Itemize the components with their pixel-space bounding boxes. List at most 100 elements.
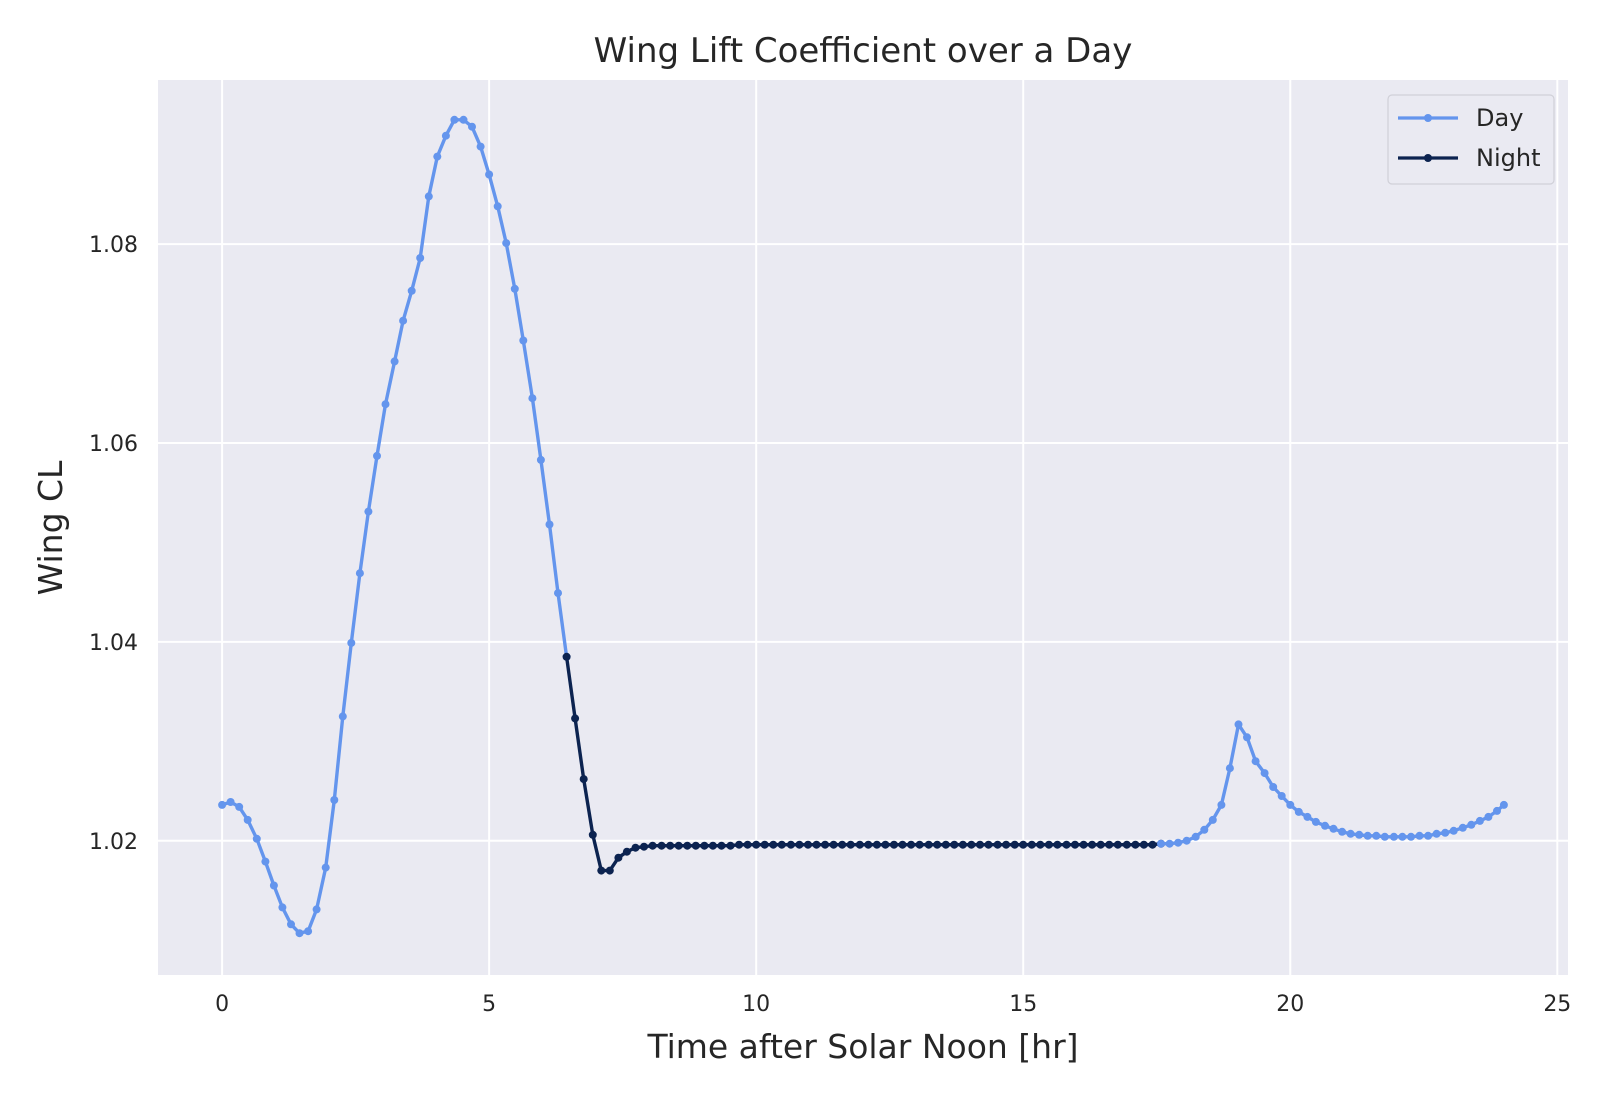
data-point	[872, 840, 881, 849]
data-point	[1174, 838, 1183, 847]
data-point	[1475, 816, 1484, 825]
x-tick-label: 5	[482, 992, 496, 1017]
data-point	[1200, 825, 1209, 834]
data-point	[777, 840, 786, 849]
series-line	[564, 656, 1162, 873]
data-point	[243, 815, 252, 824]
data-point	[381, 400, 390, 409]
data-point	[468, 122, 476, 131]
data-point	[1467, 820, 1476, 829]
data-point	[1355, 830, 1364, 839]
data-point	[881, 840, 890, 849]
data-point	[1182, 836, 1191, 845]
data-point	[674, 841, 683, 850]
data-point	[1113, 840, 1122, 849]
data-point	[355, 569, 364, 578]
data-point	[347, 638, 356, 647]
data-point	[1062, 840, 1071, 849]
data-point	[562, 652, 571, 661]
data-point	[571, 714, 580, 723]
data-point	[890, 840, 898, 849]
data-point	[924, 840, 933, 849]
data-point	[390, 357, 399, 366]
data-point	[666, 841, 675, 850]
data-point	[330, 796, 339, 804]
data-point	[1251, 757, 1260, 766]
data-point	[1122, 840, 1131, 849]
data-point	[1286, 800, 1295, 809]
data-point	[450, 115, 459, 124]
data-point	[1389, 832, 1398, 841]
data-point	[1217, 800, 1226, 809]
data-point	[235, 802, 244, 811]
data-point	[717, 841, 726, 850]
data-point	[338, 712, 347, 721]
data-point	[743, 840, 752, 849]
legend-day-label: Day	[1476, 104, 1523, 132]
data-point	[269, 881, 278, 890]
x-axis-label: Time after Solar Noon [hr]	[646, 1027, 1078, 1066]
data-point	[321, 863, 330, 872]
data-point	[1071, 840, 1079, 849]
data-point	[1157, 839, 1165, 848]
data-point	[1398, 832, 1407, 841]
data-point	[1036, 840, 1045, 849]
data-point	[510, 284, 519, 293]
data-point	[795, 840, 804, 849]
series-day-evening	[1157, 720, 1508, 848]
y-tick-label: 1.08	[89, 233, 138, 258]
data-point	[855, 840, 864, 849]
data-point	[1329, 824, 1338, 833]
data-point	[614, 853, 623, 862]
data-point	[441, 131, 450, 140]
data-point	[812, 840, 821, 849]
data-point	[519, 336, 528, 345]
data-point	[1208, 815, 1217, 824]
grid	[158, 80, 1568, 975]
data-point	[1424, 831, 1433, 840]
data-point	[821, 840, 830, 849]
data-point	[597, 866, 606, 875]
data-point	[967, 840, 976, 849]
data-point	[1432, 829, 1441, 838]
data-point	[1225, 764, 1234, 773]
data-point	[1002, 840, 1011, 849]
legend-day-marker	[1424, 114, 1432, 122]
data-point	[958, 840, 967, 849]
data-point	[657, 841, 666, 850]
x-tick-label: 15	[1009, 992, 1037, 1017]
legend-night-label: Night	[1476, 144, 1540, 172]
data-point	[1027, 840, 1036, 849]
data-point	[1165, 839, 1174, 848]
x-tick-label: 10	[742, 992, 770, 1017]
data-point	[804, 840, 812, 849]
data-point	[545, 520, 554, 529]
data-point	[1148, 840, 1157, 849]
data-point	[1079, 840, 1088, 849]
data-point	[1010, 840, 1019, 849]
data-point	[493, 202, 502, 211]
data-point	[993, 840, 1002, 849]
data-point	[907, 840, 916, 849]
data-point	[1380, 832, 1389, 841]
data-point	[1499, 800, 1508, 809]
data-point	[261, 857, 270, 866]
data-point	[502, 239, 511, 248]
data-point	[1019, 840, 1028, 849]
data-point	[433, 152, 442, 161]
data-point	[252, 834, 261, 843]
data-point	[1363, 831, 1372, 840]
data-point	[683, 841, 692, 850]
data-point	[1294, 807, 1303, 816]
series-layer	[218, 115, 1508, 938]
data-point	[760, 840, 769, 849]
data-point	[1415, 831, 1424, 840]
data-point	[735, 840, 744, 849]
data-point	[1321, 821, 1329, 830]
data-point	[1338, 827, 1347, 836]
data-point	[312, 905, 321, 914]
data-point	[1191, 832, 1200, 841]
legend-night-marker	[1424, 154, 1432, 162]
data-point	[708, 841, 717, 850]
data-point	[536, 455, 545, 464]
